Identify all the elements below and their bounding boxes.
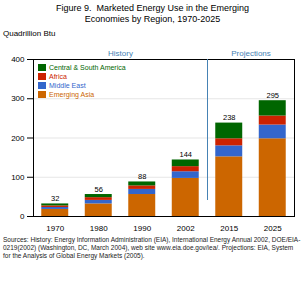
svg-text:2025: 2025 [264, 224, 282, 233]
svg-text:88: 88 [138, 172, 146, 181]
svg-text:2015: 2015 [220, 224, 238, 233]
svg-text:0: 0 [20, 212, 25, 221]
html-text:Quadrillion Btu: Quadrillion Btu [3, 29, 56, 38]
html-text:Sources: History: Energy Infor: Sources: History: Energy Information Adm… [3, 236, 301, 259]
html-text:Economies by Region, 1970-2025: Economies by Region, 1970-2025 [84, 14, 221, 24]
html-text:Central & South America: Central & South America [49, 64, 126, 71]
svg-text:400: 400 [11, 55, 25, 64]
svg-text:144: 144 [179, 150, 192, 159]
svg-text:1970: 1970 [46, 224, 64, 233]
svg-text:200: 200 [11, 134, 25, 143]
svg-text:300: 300 [11, 94, 25, 103]
svg-text:1990: 1990 [133, 224, 151, 233]
html-text:Africa: Africa [49, 73, 67, 80]
html-text:Middle East: Middle East [49, 82, 86, 89]
svg-text:56: 56 [95, 185, 103, 194]
svg-text:1980: 1980 [90, 224, 108, 233]
html-text:Figure 9. Marketed Energy Use: Figure 9. Marketed Energy Use in the Eme… [56, 3, 249, 13]
svg-text:238: 238 [223, 113, 236, 122]
svg-text:History: History [108, 49, 133, 58]
svg-text:2002: 2002 [177, 224, 195, 233]
html-text:Emerging Asia: Emerging Asia [49, 91, 95, 98]
svg-text:32: 32 [51, 194, 59, 203]
svg-text:Projections: Projections [231, 49, 271, 58]
svg-text:295: 295 [266, 91, 279, 100]
svg-text:100: 100 [11, 173, 25, 182]
